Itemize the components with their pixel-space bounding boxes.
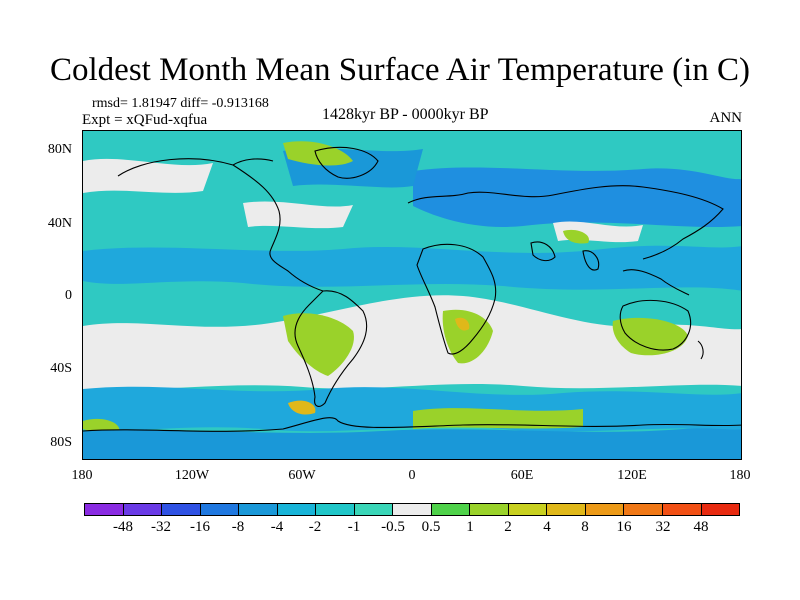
y-tick-label: 0: [65, 288, 72, 303]
colorbar-swatch: [624, 504, 663, 515]
colorbar-label: -16: [190, 519, 210, 535]
map-canvas: [83, 131, 741, 459]
coastline-australia: [619, 299, 692, 351]
x-tick-label: 180: [71, 468, 93, 483]
y-tick-label: 40S: [50, 361, 72, 376]
season-label: ANN: [709, 110, 743, 126]
colorbar-swatch: [354, 504, 394, 515]
experiment-label: Expt = xQFud-xqfua: [82, 112, 208, 128]
field-cool-band: [83, 245, 741, 291]
field-cool-band: [413, 167, 741, 228]
field-cool-band: [83, 428, 741, 459]
x-tick-label: 120W: [174, 468, 210, 483]
field-warm-patch: [612, 317, 688, 356]
temperature-map: [82, 130, 742, 460]
colorbar-label: -1: [347, 519, 361, 535]
colorbar-swatch: [585, 504, 625, 515]
colorbar-label: 4: [543, 519, 551, 535]
colorbar-swatch: [508, 504, 548, 515]
colorbar-label: 2: [504, 519, 512, 535]
colorbar-label: 32: [655, 519, 671, 535]
coastline-greenland: [314, 146, 379, 179]
colorbar-swatch: [239, 504, 278, 515]
colorbar: [84, 503, 740, 516]
x-tick-label: 0: [408, 468, 416, 483]
colorbar-swatch: [393, 504, 432, 515]
colorbar-label: -2: [308, 519, 322, 535]
colorbar-swatch: [200, 504, 240, 515]
coastline-south-america: [294, 290, 368, 407]
coastlines: [83, 146, 741, 432]
coastline-antarctica: [83, 417, 741, 432]
colorbar-swatch: [277, 504, 317, 515]
coastline-africa: [416, 243, 497, 355]
coastline-arabia: [530, 241, 556, 262]
field-warm-patch: [413, 408, 583, 429]
field-warm-patch: [563, 229, 589, 244]
colorbar-label: -48: [113, 519, 133, 535]
coastline-eurasia: [407, 185, 724, 260]
colorbar-swatch: [547, 504, 586, 515]
colorbar-label: 1: [466, 519, 474, 535]
colorbar-swatch: [85, 504, 124, 515]
colorbar-swatch: [431, 504, 471, 515]
colorbar-label: 0.5: [421, 519, 441, 535]
field-neutral-band: [83, 295, 741, 390]
colorbar-swatch: [470, 504, 509, 515]
stats-label: rmsd= 1.81947 diff= -0.913168: [92, 96, 269, 111]
colorbar-swatch: [701, 504, 740, 515]
field-neutral-patch: [243, 201, 353, 229]
coastline-arctic-archipelago: [232, 158, 274, 166]
x-tick-label: 180: [729, 468, 751, 483]
field-neutral-patch: [83, 158, 213, 193]
x-tick-label: 60W: [288, 468, 316, 483]
colorbar-label: 16: [616, 519, 632, 535]
colorbar-swatch: [123, 504, 163, 515]
colorbar-label: -32: [151, 519, 171, 535]
x-tick-label: 60E: [510, 468, 534, 483]
coastline-north-america: [117, 158, 324, 292]
map-title: Coldest Month Mean Surface Air Temperatu…: [50, 52, 750, 88]
field-warm-patch: [442, 309, 493, 364]
field-hot-spot: [288, 400, 316, 415]
colorbar-swatch: [662, 504, 702, 515]
colorbar-swatch: [162, 504, 201, 515]
x-tick-label: 120E: [617, 468, 647, 483]
colorbar-label: -4: [270, 519, 284, 535]
field-warm-patch: [283, 313, 354, 376]
colorbar-label: -0.5: [381, 519, 405, 535]
coastline-maritime-continent: [622, 269, 690, 296]
colorbar-label: 8: [581, 519, 589, 535]
coastline-new-zealand: [697, 340, 704, 360]
y-tick-label: 40N: [47, 216, 72, 231]
y-tick-label: 80N: [47, 142, 72, 157]
field-hot-spot: [455, 317, 470, 331]
field-warm-patch: [283, 141, 353, 166]
colorbar-label: -8: [231, 519, 245, 535]
coastline-india: [582, 250, 600, 271]
y-tick-label: 80S: [50, 435, 72, 450]
colorbar-swatch: [316, 504, 355, 515]
colorbar-label: 48: [693, 519, 709, 535]
period-label: 1428kyr BP - 0000kyr BP: [322, 106, 489, 123]
